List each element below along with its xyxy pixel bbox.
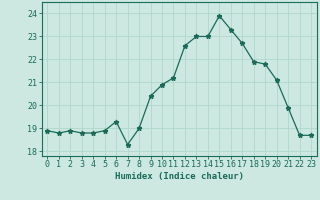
X-axis label: Humidex (Indice chaleur): Humidex (Indice chaleur) [115,172,244,181]
